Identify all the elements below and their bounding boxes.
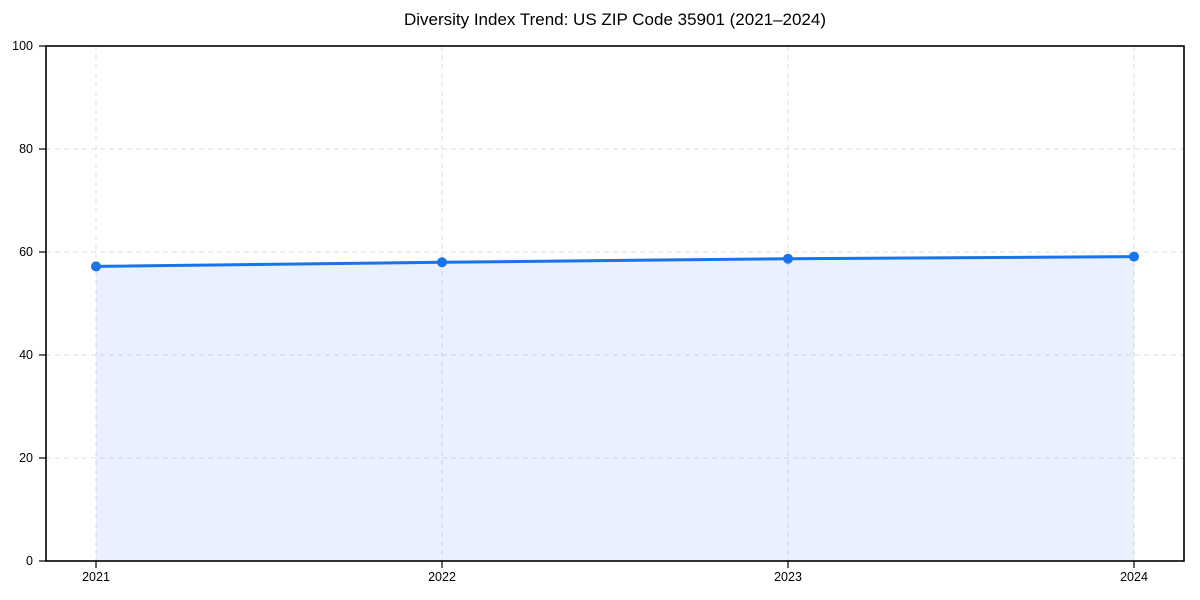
x-tick-label: 2022	[428, 570, 456, 584]
x-tick-label: 2021	[82, 570, 110, 584]
x-tick-label: 2023	[774, 570, 802, 584]
y-tick-label: 40	[19, 348, 33, 362]
x-tick-label: 2024	[1120, 570, 1148, 584]
y-tick-label: 20	[19, 451, 33, 465]
y-tick-label: 80	[19, 142, 33, 156]
plot-border	[45, 45, 1185, 562]
chart-title: Diversity Index Trend: US ZIP Code 35901…	[403, 10, 827, 29]
data-point-2022	[437, 257, 447, 268]
y-tick-label: 60	[19, 245, 33, 259]
area-fill	[96, 256, 1134, 561]
y-tick-label: 100	[12, 39, 33, 53]
data-point-2024	[1129, 251, 1139, 262]
data-point-2023	[783, 253, 793, 264]
trend-line	[94, 255, 1136, 268]
data-point-2021	[91, 261, 101, 272]
y-tick-label: 0	[26, 554, 33, 568]
